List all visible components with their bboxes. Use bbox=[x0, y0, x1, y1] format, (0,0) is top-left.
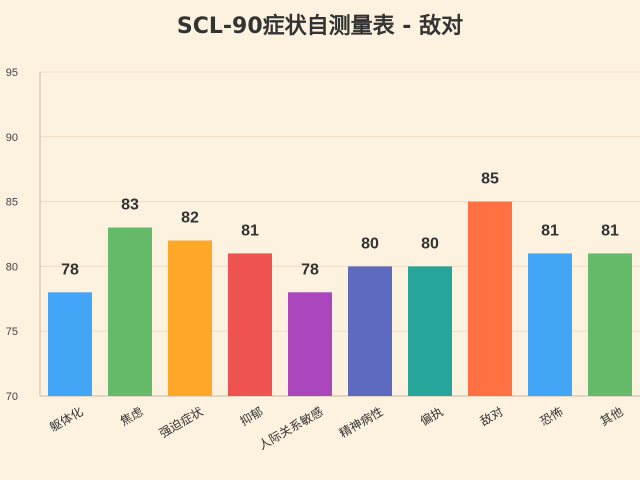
category-label: 精神病性 bbox=[336, 404, 385, 441]
y-tick-label: 80 bbox=[6, 261, 18, 273]
y-tick-label: 70 bbox=[6, 391, 18, 403]
y-tick-label: 90 bbox=[6, 132, 18, 144]
bar[interactable] bbox=[288, 292, 332, 396]
bar-value-label: 81 bbox=[241, 222, 259, 239]
bar-value-label: 80 bbox=[361, 235, 379, 252]
bar[interactable] bbox=[228, 253, 272, 396]
bar[interactable] bbox=[468, 201, 512, 396]
bar[interactable] bbox=[528, 253, 572, 396]
bar-value-label: 78 bbox=[61, 261, 79, 278]
bar-value-label: 85 bbox=[481, 171, 499, 188]
bar[interactable] bbox=[408, 266, 452, 396]
chart-title: SCL-90症状自测量表 - 敌对 bbox=[176, 14, 464, 39]
category-label: 人际关系敏感 bbox=[256, 404, 326, 453]
y-tick-label: 95 bbox=[6, 67, 18, 79]
bar[interactable] bbox=[168, 240, 212, 396]
category-label: 偏执 bbox=[417, 404, 445, 429]
category-label: 焦虑 bbox=[118, 404, 146, 428]
bar[interactable] bbox=[348, 266, 392, 396]
bar-layer bbox=[48, 201, 632, 396]
category-label: 敌对 bbox=[477, 404, 505, 429]
bar-value-label: 81 bbox=[601, 222, 619, 239]
category-label: 躯体化 bbox=[47, 404, 86, 435]
bar-value-label: 80 bbox=[421, 235, 439, 252]
bar[interactable] bbox=[588, 253, 632, 396]
bar-value-label: 83 bbox=[121, 197, 139, 214]
bar[interactable] bbox=[48, 292, 92, 396]
bar-value-label: 81 bbox=[541, 222, 559, 239]
category-label: 强迫症状 bbox=[156, 404, 205, 441]
category-label: 恐怖 bbox=[537, 404, 565, 429]
y-tick-label: 85 bbox=[6, 197, 18, 209]
bar-value-label: 78 bbox=[301, 261, 319, 278]
category-label: 抑郁 bbox=[237, 404, 265, 429]
bar[interactable] bbox=[108, 227, 152, 396]
category-label: 其他 bbox=[598, 404, 626, 428]
bar-value-label: 82 bbox=[181, 209, 199, 226]
y-tick-label: 75 bbox=[6, 326, 18, 338]
